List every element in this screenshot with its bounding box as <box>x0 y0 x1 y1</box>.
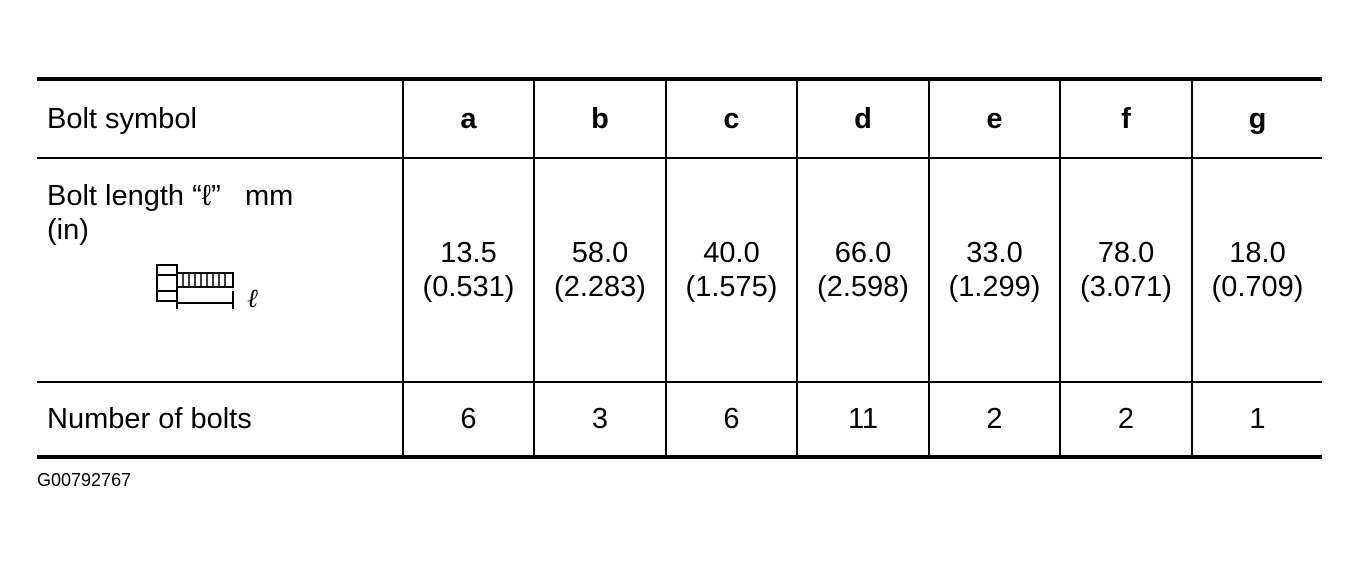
symbol-cell: d <box>796 77 929 158</box>
length-in: (2.283) <box>554 271 646 303</box>
bolt-table: Bolt symbol a b c d e f g Bolt length “ℓ… <box>37 77 1322 459</box>
bolt-count-label: Number of bolts <box>37 381 403 459</box>
length-in: (3.071) <box>1080 271 1172 303</box>
length-mm: 40.0 <box>703 237 760 269</box>
length-mm: 18.0 <box>1229 237 1286 269</box>
count-cell: 11 <box>796 381 929 459</box>
length-in: (1.299) <box>948 271 1041 303</box>
bolt-length-row: Bolt length “ℓ” mm (in) ℓ 13.5 (0.531) 58… <box>37 157 1322 382</box>
count-cell: 6 <box>402 381 534 459</box>
length-cell: 40.0 (1.575) <box>665 157 797 382</box>
count-cell: 2 <box>928 381 1060 459</box>
symbol-cell: f <box>1059 77 1192 158</box>
length-mm: 33.0 <box>966 237 1023 269</box>
svg-text:ℓ: ℓ <box>247 284 258 313</box>
figure-code: G00792767 <box>37 470 132 490</box>
length-in: (1.575) <box>685 271 778 303</box>
symbol-cell: g <box>1191 77 1322 158</box>
length-mm: 58.0 <box>571 237 629 269</box>
length-in: (0.709) <box>1211 271 1304 303</box>
symbol-cell: e <box>928 77 1060 158</box>
length-cell: 33.0 (1.299) <box>928 157 1060 382</box>
length-mm: 78.0 <box>1097 237 1155 269</box>
length-in: (2.598) <box>817 271 909 303</box>
bolt-symbol-row: Bolt symbol a b c d e f g <box>37 77 1322 158</box>
length-cell: 66.0 (2.598) <box>796 157 929 382</box>
bolt-length-label-line1: Bolt length “ℓ” mm <box>47 180 294 212</box>
bolt-count-row: Number of bolts 6 3 6 11 2 2 1 <box>37 381 1322 459</box>
bolt-length-label-line2: (in) <box>47 214 89 246</box>
bolt-length-label: Bolt length “ℓ” mm (in) ℓ <box>37 157 403 382</box>
bolt-symbol-label: Bolt symbol <box>37 77 403 158</box>
length-cell: 13.5 (0.531) <box>402 157 534 382</box>
count-cell: 2 <box>1059 381 1192 459</box>
symbol-cell: c <box>665 77 797 158</box>
length-mm: 66.0 <box>834 237 892 269</box>
symbol-cell: a <box>402 77 534 158</box>
symbol-cell: b <box>533 77 666 158</box>
length-cell: 18.0 (0.709) <box>1191 157 1322 382</box>
count-cell: 1 <box>1191 381 1322 459</box>
bolt-length-diagram-icon: ℓ <box>156 264 258 313</box>
length-in: (0.531) <box>422 271 515 303</box>
length-cell: 78.0 (3.071) <box>1059 157 1192 382</box>
length-mm: 13.5 <box>440 237 497 269</box>
count-cell: 3 <box>533 381 666 459</box>
count-cell: 6 <box>665 381 797 459</box>
length-cell: 58.0 (2.283) <box>533 157 666 382</box>
